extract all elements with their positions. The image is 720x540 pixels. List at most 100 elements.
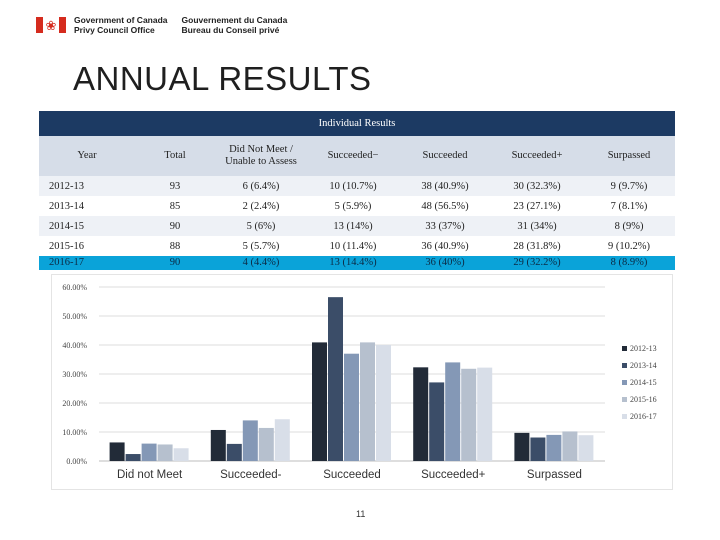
table-title: Individual Results <box>39 111 676 136</box>
chart-bar <box>157 444 173 461</box>
chart-bar <box>173 448 189 461</box>
table-cell: 85 <box>135 196 215 216</box>
table-cell: 48 (56.5%) <box>399 196 491 216</box>
y-tick-label: 20.00% <box>62 399 87 408</box>
header-fr-line2: Bureau du Conseil privé <box>181 25 280 35</box>
y-tick-label: 0.00% <box>66 457 87 466</box>
chart-bar <box>578 435 594 461</box>
table-cell: 8 (9%) <box>583 216 676 236</box>
chart-bar <box>141 443 157 461</box>
table-cell: 10 (11.4%) <box>307 236 399 256</box>
column-header: Surpassed <box>583 136 676 176</box>
x-tick-label: Succeeded+ <box>421 469 486 481</box>
table-cell: 5 (5.9%) <box>307 196 399 216</box>
legend-label: 2012-13 <box>630 344 657 353</box>
table-cell: 90 <box>135 216 215 236</box>
table-cell: 90 <box>135 256 215 270</box>
header-fr-line1: Gouvernement du Canada <box>181 15 288 25</box>
table-cell: 30 (32.3%) <box>491 176 583 196</box>
legend-label: 2014-15 <box>630 378 657 387</box>
chart-bar <box>477 367 493 461</box>
table-cell: 88 <box>135 236 215 256</box>
legend-swatch <box>622 397 627 402</box>
chart-bar <box>125 454 141 461</box>
chart-bar <box>360 342 375 461</box>
y-tick-label: 60.00% <box>62 283 87 292</box>
table-cell: 36 (40.9%) <box>399 236 491 256</box>
column-header: Did Not Meet / Unable to Assess <box>215 136 307 176</box>
chart-bar <box>226 443 242 461</box>
column-header: Total <box>135 136 215 176</box>
table-cell: 23 (27.1%) <box>491 196 583 216</box>
table-cell: 2 (2.4%) <box>215 196 307 216</box>
chart-bar <box>312 342 327 461</box>
table-cell: 13 (14%) <box>307 216 399 236</box>
x-tick-label: Succeeded- <box>220 469 282 481</box>
canada-flag-icon: ❀ <box>36 17 66 33</box>
table-cell: 2014-15 <box>39 216 135 236</box>
table-cell: 8 (8.9%) <box>583 256 676 270</box>
table-cell: 13 (14.4%) <box>307 256 399 270</box>
table-cell: 2013-14 <box>39 196 135 216</box>
chart-bar <box>109 442 125 461</box>
table-cell: 6 (6.4%) <box>215 176 307 196</box>
chart-bar <box>376 345 391 461</box>
table-cell: 2016-17 <box>39 256 135 270</box>
legend-label: 2013-14 <box>630 361 657 370</box>
table-cell: 9 (9.7%) <box>583 176 676 196</box>
chart-bar <box>530 437 546 461</box>
results-table: Individual Results Year Total Did Not Meet… <box>39 111 676 270</box>
legend-swatch <box>622 363 627 368</box>
table-cell: 5 (6%) <box>215 216 307 236</box>
legend-label: 2015-16 <box>630 395 657 404</box>
column-header: Succeeded <box>399 136 491 176</box>
table-cell: 2012-13 <box>39 176 135 196</box>
page-title: ANNUAL RESULTS <box>73 60 372 97</box>
table-row: 2013-14 85 2 (2.4%) 5 (5.9%) 48 (56.5%) 23 (2… <box>39 196 676 216</box>
table-cell: 36 (40%) <box>399 256 491 270</box>
chart-bar <box>210 429 226 461</box>
header-english: Government of Canada Privy Council Offic… <box>74 15 168 35</box>
y-tick-label: 30.00% <box>62 370 87 379</box>
page-number: 11 <box>356 509 366 519</box>
column-header: Succeeded− <box>307 136 399 176</box>
chart-bar <box>546 434 562 461</box>
table-row: 2014-15 90 5 (6%) 13 (14%) 33 (37%) 31 (34%) 8… <box>39 216 676 236</box>
chart-bar <box>242 420 258 461</box>
column-header: Year <box>39 136 135 176</box>
column-header: Succeeded+ <box>491 136 583 176</box>
table-cell: 33 (37%) <box>399 216 491 236</box>
table-cell: 28 (31.8%) <box>491 236 583 256</box>
chart-bar <box>274 419 290 461</box>
table-row: 2015-16 88 5 (5.7%) 10 (11.4%) 36 (40.9%) 28 … <box>39 236 676 256</box>
y-tick-label: 50.00% <box>62 312 87 321</box>
chart-bar <box>429 382 445 461</box>
x-tick-label: Did not Meet <box>117 469 183 481</box>
table-cell: 2015-16 <box>39 236 135 256</box>
government-header: ❀ Government of Canada Privy Council Off… <box>36 14 287 36</box>
chart-bar <box>258 427 274 461</box>
table-cell: 7 (8.1%) <box>583 196 676 216</box>
table-cell: 93 <box>135 176 215 196</box>
chart-bar <box>445 362 461 461</box>
table-row: 2016-17 90 4 (4.4%) 13 (14.4%) 36 (40%) 29 (3… <box>39 256 676 270</box>
table-cell: 9 (10.2%) <box>583 236 676 256</box>
header-en-line2: Privy Council Office <box>74 25 155 35</box>
chart-bar <box>461 368 477 461</box>
table-row: 2012-13 93 6 (6.4%) 10 (10.7%) 38 (40.9%) 30 … <box>39 176 676 196</box>
chart-bar <box>562 431 578 461</box>
legend-label: 2016-17 <box>630 412 657 421</box>
chart-bar <box>344 353 359 461</box>
x-tick-label: Succeeded <box>323 469 381 481</box>
y-tick-label: 40.00% <box>62 341 87 350</box>
legend-swatch <box>622 414 627 419</box>
table-body: 2012-13 93 6 (6.4%) 10 (10.7%) 38 (40.9%) 30 … <box>39 176 676 270</box>
y-tick-label: 10.00% <box>62 428 87 437</box>
bar-chart: 0.00% 10.00% 20.00% 30.00% 40.00% 50.00% 60.00… <box>51 274 673 490</box>
header-en-line1: Government of Canada <box>74 15 168 25</box>
header-french: Gouvernement du Canada Bureau du Conseil… <box>182 15 288 35</box>
table-cell: 29 (32.2%) <box>491 256 583 270</box>
x-tick-label: Surpassed <box>527 469 582 481</box>
table-cell: 10 (10.7%) <box>307 176 399 196</box>
legend-swatch <box>622 380 627 385</box>
